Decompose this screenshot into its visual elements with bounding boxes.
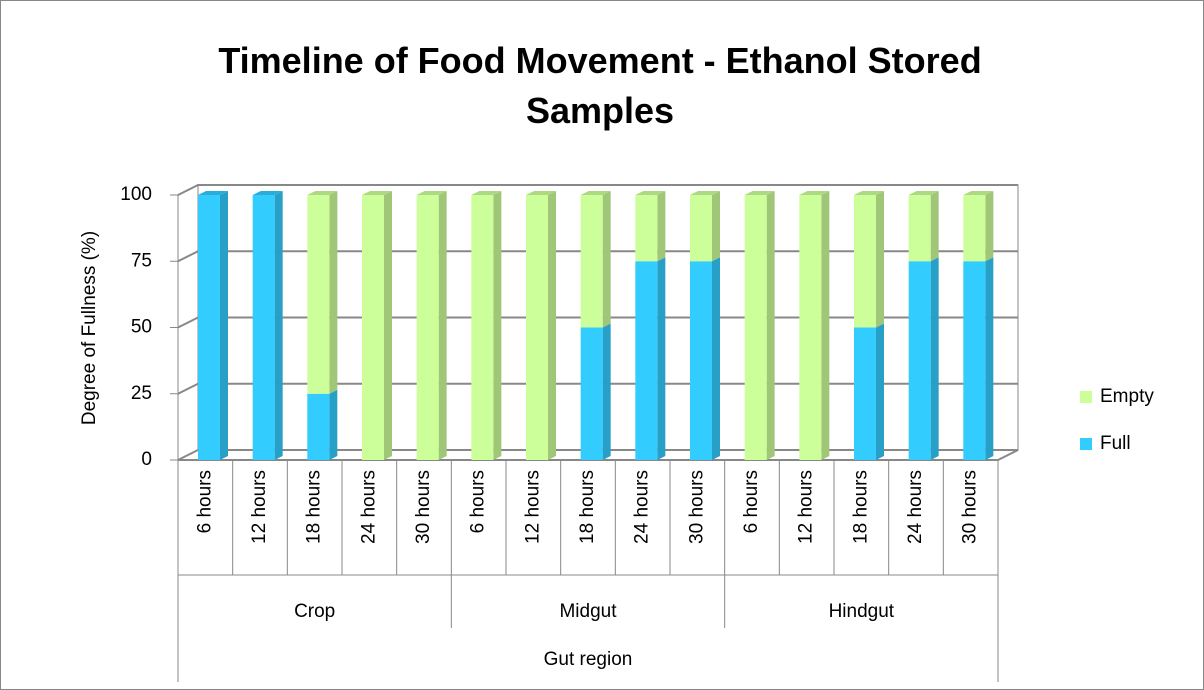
bar-top	[362, 191, 392, 195]
bar-side	[712, 191, 720, 262]
y-tick-label: 0	[141, 449, 152, 470]
group-label: Midgut	[559, 601, 617, 622]
legend-swatch	[1080, 391, 1092, 403]
y-tick-label: 100	[120, 184, 152, 205]
bar	[908, 261, 931, 460]
bar-side	[438, 191, 447, 460]
bar-side	[712, 257, 720, 460]
bar-top	[526, 191, 556, 195]
bar-top	[307, 191, 338, 195]
x-tick-label: 12 hours	[522, 470, 543, 544]
y-tick-label: 50	[131, 317, 152, 338]
bar-side	[985, 191, 994, 262]
bar-top	[198, 191, 228, 195]
x-tick-label: 6 hours	[194, 470, 215, 533]
bar-top	[635, 191, 666, 195]
bar-side	[876, 323, 884, 460]
bar	[580, 195, 603, 328]
bar-top	[854, 191, 884, 195]
bar-top	[580, 191, 611, 195]
x-tick-label: 12 hours	[249, 470, 270, 544]
x-tick-label: 18 hours	[304, 470, 325, 544]
bar	[635, 195, 658, 262]
bar-side	[657, 257, 666, 460]
group-label: Hindgut	[829, 601, 895, 622]
bar	[635, 261, 658, 460]
bar	[471, 195, 494, 460]
bar-side	[985, 257, 994, 460]
bar-top	[799, 191, 830, 195]
bar	[526, 195, 548, 460]
bar-side	[220, 191, 228, 460]
bar	[963, 261, 986, 460]
legend-swatch	[1080, 438, 1092, 450]
bar	[854, 327, 876, 460]
legend-label: Full	[1100, 433, 1131, 454]
bar-side	[930, 191, 939, 262]
bar-side	[329, 389, 338, 460]
bar-top	[963, 191, 994, 195]
x-tick-label: 12 hours	[796, 470, 817, 544]
bar-side	[602, 323, 611, 460]
bar-top	[690, 191, 720, 195]
bar	[799, 195, 822, 460]
chart-title: Timeline of Food Movement - Ethanol Stor…	[218, 40, 982, 131]
bar-top	[471, 191, 502, 195]
bar	[307, 195, 330, 394]
y-axis-label: Degree of Fullness (%)	[79, 231, 100, 425]
bar-top	[908, 191, 939, 195]
bar	[744, 195, 767, 460]
bar-side	[876, 191, 884, 328]
bar	[252, 195, 275, 460]
grid-line	[177, 184, 1018, 196]
x-tick-label: 24 hours	[632, 470, 653, 544]
x-tick-label: 30 hours	[686, 470, 707, 544]
bar	[416, 195, 439, 460]
bar	[362, 195, 384, 460]
bar-side	[493, 191, 502, 460]
y-tick-label: 75	[131, 250, 152, 271]
bar	[580, 327, 603, 460]
x-tick-label: 18 hours	[850, 470, 871, 544]
bar	[307, 393, 330, 460]
bar-top	[416, 191, 447, 195]
x-tick-label: 18 hours	[577, 470, 598, 544]
bar-side	[548, 191, 556, 460]
bar-top	[252, 191, 283, 195]
bar	[854, 195, 876, 328]
bar-side	[766, 191, 775, 460]
x-tick-label: 24 hours	[905, 470, 926, 544]
x-tick-label: 6 hours	[741, 470, 762, 533]
bar-top	[744, 191, 775, 195]
bar-side	[657, 191, 666, 262]
bar	[690, 195, 712, 262]
bar-side	[274, 191, 283, 460]
bar	[908, 195, 931, 262]
x-tick-label: 6 hours	[468, 470, 489, 533]
x-tick-label: 30 hours	[960, 470, 981, 544]
x-tick-label: 24 hours	[358, 470, 379, 544]
group-label: Crop	[294, 601, 335, 622]
bar	[690, 261, 712, 460]
legend-label: Empty	[1100, 386, 1154, 407]
bar-side	[930, 257, 939, 460]
bar	[198, 195, 220, 460]
bar-side	[384, 191, 392, 460]
x-tick-label: 30 hours	[413, 470, 434, 544]
y-tick-label: 25	[131, 383, 152, 404]
bar-side	[821, 191, 830, 460]
bar-side	[329, 191, 338, 394]
bar	[963, 195, 986, 262]
x-axis-label: Gut region	[544, 649, 633, 670]
bar-side	[602, 191, 611, 328]
